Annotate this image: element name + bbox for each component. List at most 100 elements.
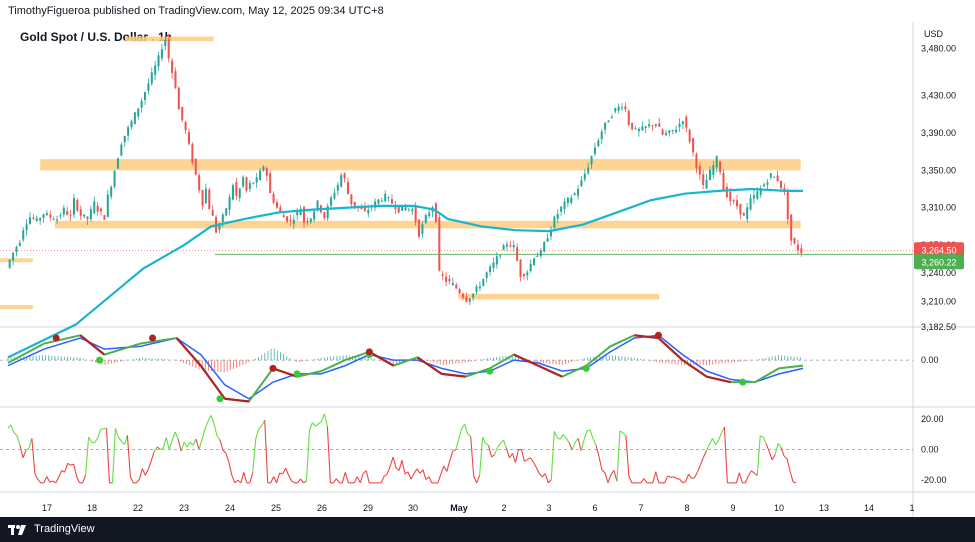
candle-body xyxy=(475,286,478,292)
chart-canvas[interactable]: Gold Spot / U.S. Dollar . 1h USD3,182.503… xyxy=(0,22,975,517)
oscillator-line-segment xyxy=(443,465,448,472)
candle-body xyxy=(505,244,509,247)
oscillator-line-segment xyxy=(192,438,197,446)
oscillator-line-segment xyxy=(216,435,221,440)
candle-body xyxy=(221,214,224,222)
macd-line-down-segment xyxy=(199,364,226,400)
candle-body xyxy=(147,83,150,91)
oscillator-line-segment xyxy=(774,443,779,455)
oscillator-line-segment xyxy=(771,453,776,461)
moving-average-line xyxy=(7,187,803,359)
macd-line-down-segment xyxy=(681,359,708,378)
oscillator-line-segment xyxy=(500,439,504,444)
candle-body xyxy=(529,263,532,272)
candle-body xyxy=(560,206,563,212)
oscillator-line-segment xyxy=(168,440,173,450)
oscillator-line-segment xyxy=(273,476,278,484)
candle-body xyxy=(242,177,245,187)
oscillator-line-segment xyxy=(156,446,161,450)
candle-body xyxy=(543,242,546,252)
time-axis-label: 1 xyxy=(909,503,914,513)
oscillator-line-segment xyxy=(61,470,65,473)
time-axis-label: 22 xyxy=(133,503,143,513)
oscillator-line-segment xyxy=(219,439,224,451)
oscillator-line-segment xyxy=(365,470,370,484)
oscillator-tick-label: -20.00 xyxy=(921,475,947,485)
oscillator-line-segment xyxy=(497,442,501,448)
oscillator-line-segment xyxy=(768,451,773,461)
oscillator-line-segment xyxy=(73,464,78,477)
candle-body xyxy=(140,100,143,108)
oscillator-line-segment xyxy=(123,435,128,445)
oscillator-line-segment xyxy=(535,467,540,475)
oscillator-line-segment xyxy=(225,453,230,463)
oscillator-line-segment xyxy=(201,428,206,440)
candle-body xyxy=(732,200,735,202)
oscillator-line-segment xyxy=(207,415,212,422)
oscillator-line-segment xyxy=(285,468,290,476)
oscillator-line-segment xyxy=(458,428,463,440)
candle-body xyxy=(208,189,211,210)
oscillator-line-segment xyxy=(559,434,564,440)
candle-body xyxy=(198,175,201,191)
oscillator-line-segment xyxy=(114,428,119,438)
resistance-support-zone xyxy=(458,293,660,300)
candle-body xyxy=(360,208,363,210)
time-axis-label: 17 xyxy=(42,503,52,513)
macd-cross-down-dot xyxy=(654,331,662,339)
oscillator-line-segment xyxy=(541,473,546,478)
oscillator-line-segment xyxy=(640,478,645,484)
oscillator-line-segment xyxy=(529,457,534,463)
candle-body xyxy=(512,245,515,248)
candle-body xyxy=(651,125,654,127)
oscillator-line-segment xyxy=(479,437,484,476)
oscillator-line-segment xyxy=(174,431,179,440)
oscillator-line-segment xyxy=(353,476,358,484)
candle-body xyxy=(343,173,346,179)
oscillator-line-segment xyxy=(318,421,322,425)
candle-body xyxy=(160,49,163,59)
oscillator-line-segment xyxy=(46,476,51,483)
candle-body xyxy=(800,248,803,254)
oscillator-line-segment xyxy=(308,422,313,431)
oscillator-line-segment xyxy=(300,478,304,484)
oscillator-line-segment xyxy=(440,465,445,475)
candle-body xyxy=(164,39,167,46)
oscillator-line-segment xyxy=(240,472,245,484)
oscillator-line-segment xyxy=(604,472,609,484)
macd-line-down-segment xyxy=(175,337,202,367)
oscillator-line-segment xyxy=(404,471,409,475)
candle-body xyxy=(411,209,414,212)
oscillator-line-segment xyxy=(213,423,218,436)
oscillator-line-segment xyxy=(249,472,254,484)
candle-body xyxy=(309,218,312,223)
candle-body xyxy=(66,210,69,215)
oscillator-line-segment xyxy=(297,478,301,484)
candle-body xyxy=(692,138,695,153)
candle-body xyxy=(421,224,424,234)
candle-body xyxy=(211,209,214,216)
candle-body xyxy=(336,184,339,191)
oscillator-line-segment xyxy=(738,472,743,484)
candle-body xyxy=(502,245,505,250)
candle-body xyxy=(316,200,319,210)
candle-body xyxy=(106,194,109,217)
candle-body xyxy=(62,207,65,215)
macd-cross-down-dot xyxy=(149,334,157,342)
oscillator-line-segment xyxy=(574,438,579,443)
candle-body xyxy=(181,106,184,121)
candle-body xyxy=(631,122,634,130)
oscillator-line-segment xyxy=(282,468,287,475)
candle-body xyxy=(384,193,387,202)
candle-body xyxy=(779,180,783,189)
time-axis-label: May xyxy=(450,503,468,513)
oscillator-line-segment xyxy=(449,451,454,461)
candle-body xyxy=(478,286,481,289)
candle-body xyxy=(796,244,799,251)
price-tick-label: 3,240.00 xyxy=(921,268,956,278)
oscillator-line-segment xyxy=(655,471,660,483)
oscillator-line-segment xyxy=(195,438,200,450)
oscillator-line-segment xyxy=(180,441,185,452)
candle-body xyxy=(350,194,353,205)
candle-body xyxy=(766,182,769,185)
